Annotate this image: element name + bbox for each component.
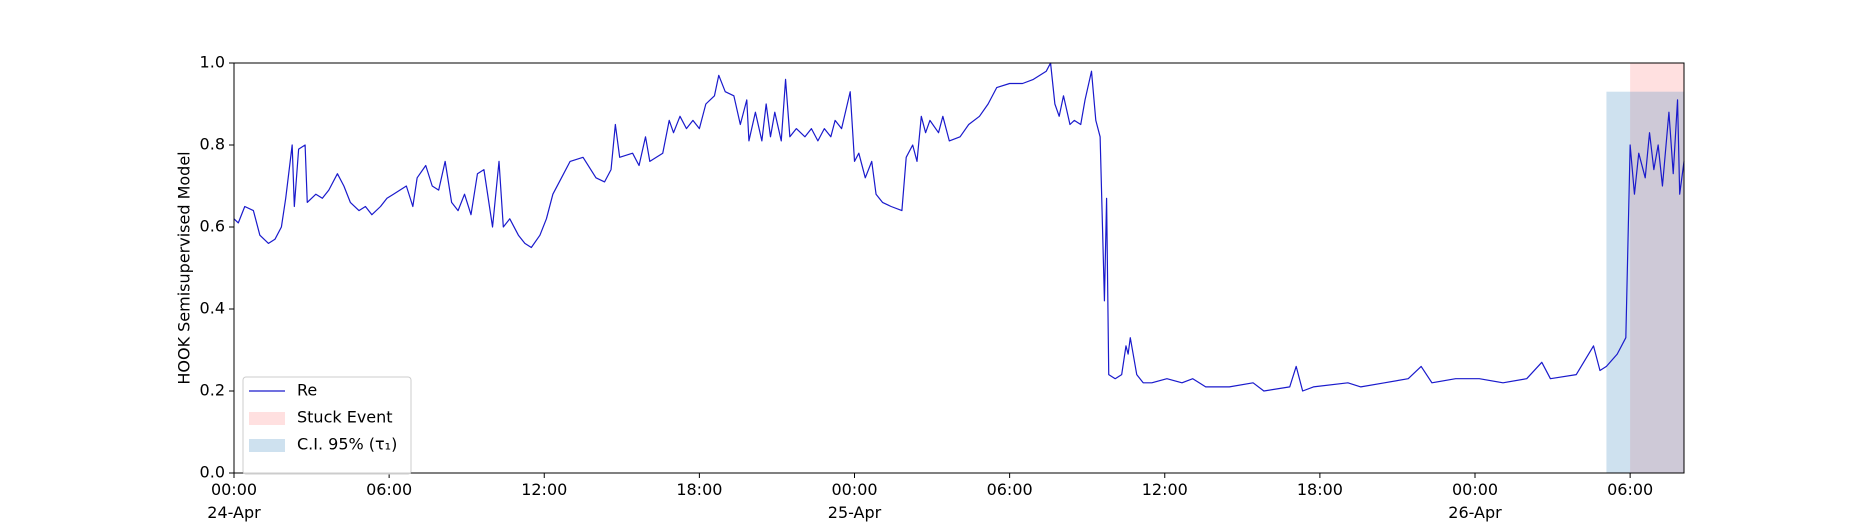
line bbox=[233, 62, 1685, 392]
x-tick-label: 00:00 26-Apr bbox=[1448, 480, 1502, 522]
y-axis-label: HOOK Semisupervised Model bbox=[175, 151, 194, 384]
y-tick-label: 1.0 bbox=[200, 53, 225, 72]
x-tick-label: 06:00 bbox=[987, 480, 1033, 499]
y-tick-label: 0.6 bbox=[200, 217, 225, 236]
legend-label: Stuck Event bbox=[297, 408, 393, 427]
legend-box bbox=[242, 376, 412, 475]
y-tick-label: 0.2 bbox=[200, 381, 225, 400]
legend-swatch bbox=[249, 439, 285, 452]
legend-swatch bbox=[249, 412, 285, 425]
x-tick-label: 12:00 bbox=[521, 480, 567, 499]
y-tick-label: 0.0 bbox=[200, 463, 225, 482]
x-tick-label: 18:00 bbox=[676, 480, 722, 499]
x-tick-label: 12:00 bbox=[1142, 480, 1188, 499]
y-tick-label: 0.8 bbox=[200, 135, 225, 154]
x-tick-label: 06:00 bbox=[366, 480, 412, 499]
plot-frame bbox=[233, 62, 1685, 474]
x-tick-label: 18:00 bbox=[1297, 480, 1343, 499]
span bbox=[1606, 91, 1684, 473]
x-tick-label: 00:00 25-Apr bbox=[828, 480, 882, 522]
x-tick-label: 06:00 bbox=[1607, 480, 1653, 499]
legend: Re Stuck Event C.I. 95% (τ₁) bbox=[242, 376, 412, 475]
y-tick-label: 0.4 bbox=[200, 299, 225, 318]
span bbox=[1630, 63, 1684, 473]
legend-label: C.I. 95% (τ₁) bbox=[297, 435, 397, 454]
legend-label: Re bbox=[297, 381, 317, 400]
